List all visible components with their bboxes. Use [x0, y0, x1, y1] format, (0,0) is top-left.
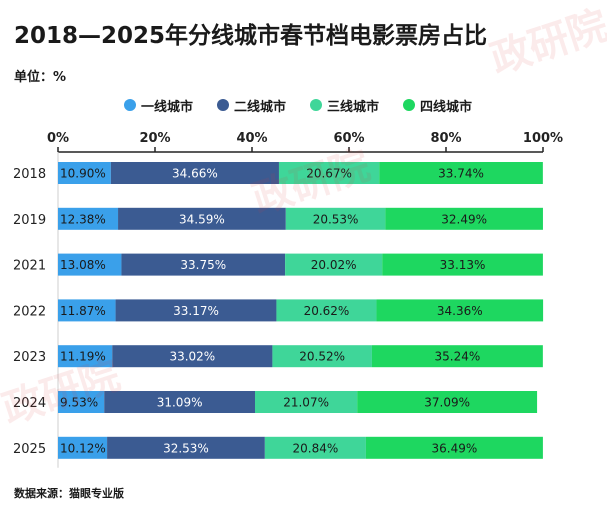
data-label: 32.53% — [163, 441, 209, 455]
legend-swatch-tier2 — [217, 99, 230, 111]
chart-title: 2018—2025年分线城市春节档电影票房占比 — [14, 23, 488, 49]
data-label: 32.49% — [441, 212, 487, 226]
data-label: 11.87% — [60, 304, 106, 318]
bar-segment — [379, 162, 543, 184]
data-label: 34.59% — [179, 212, 225, 226]
data-label: 21.07% — [283, 396, 329, 410]
bar-segment — [376, 299, 544, 322]
bar-segment — [58, 253, 122, 276]
data-label: 34.66% — [172, 167, 218, 181]
data-label: 20.67% — [306, 167, 352, 181]
data-label: 33.75% — [180, 258, 226, 272]
data-label: 10.12% — [60, 441, 106, 455]
bar-segment — [58, 436, 108, 459]
bar-segment — [382, 253, 543, 276]
data-label: 12.38% — [60, 212, 106, 226]
data-label: 10.90% — [60, 167, 106, 181]
bar-segment — [115, 299, 277, 322]
bar-segment — [112, 345, 273, 368]
bar-segment — [276, 299, 377, 322]
x-tick-label: 0% — [47, 131, 69, 146]
bar-segment — [121, 253, 286, 276]
bar-segment — [104, 391, 256, 413]
data-label: 33.02% — [169, 350, 215, 364]
bar-segment — [285, 253, 383, 276]
legend-swatch-tier4 — [403, 99, 416, 111]
bar-segment — [110, 162, 279, 184]
data-label: 33.17% — [173, 304, 219, 318]
data-label: 33.13% — [440, 258, 486, 272]
legend-label-tier2: 二线城市 — [234, 99, 287, 115]
category-label: 2025 — [13, 442, 46, 457]
bar-segment — [285, 207, 386, 230]
data-label: 11.19% — [60, 350, 106, 364]
data-label: 35.24% — [435, 350, 481, 364]
data-label: 34.36% — [437, 304, 483, 318]
data-label: 36.49% — [432, 441, 478, 455]
category-label: 2023 — [13, 350, 46, 365]
data-label: 20.84% — [293, 441, 339, 455]
bar-segment — [385, 207, 543, 230]
category-label: 2024 — [13, 396, 46, 411]
legend-label-tier1: 一线城市 — [141, 99, 194, 115]
x-tick-label: 80% — [430, 131, 461, 146]
data-label: 20.62% — [304, 304, 350, 318]
bar-segment — [107, 436, 265, 459]
x-tick-label: 60% — [333, 131, 364, 146]
bar-segment — [58, 207, 119, 230]
category-label: 2019 — [13, 213, 46, 228]
data-label: 20.02% — [311, 258, 357, 272]
unit-label: 单位：% — [14, 70, 67, 85]
category-label: 2018 — [13, 167, 46, 182]
legend-item-tier3: 三线城市 — [310, 96, 379, 115]
data-label: 37.09% — [424, 396, 470, 410]
data-label: 13.08% — [60, 258, 106, 272]
bar-segment — [58, 345, 113, 368]
bar-segment — [58, 299, 116, 322]
data-source: 数据来源：猫眼专业版 — [14, 487, 124, 500]
bar-segment — [371, 345, 543, 368]
legend-swatch-tier1 — [124, 99, 136, 111]
bar-segment — [118, 207, 286, 230]
x-tick-label: 20% — [139, 131, 170, 146]
bar-segment — [255, 391, 358, 413]
legend-swatch-tier3 — [310, 99, 323, 111]
bar-segment — [278, 162, 380, 184]
data-label: 31.09% — [157, 396, 203, 410]
category-label: 2022 — [13, 304, 46, 319]
legend-label-tier3: 三线城市 — [327, 99, 380, 115]
data-label: 20.52% — [299, 350, 345, 364]
legend: 一线城市 二线城市 三线城市 四线城市 — [124, 96, 496, 115]
x-tick-label: 100% — [523, 131, 563, 146]
bar-segment — [365, 436, 543, 459]
legend-item-tier4: 四线城市 — [403, 96, 472, 115]
legend-item-tier2: 二线城市 — [217, 96, 286, 115]
bar-segment — [58, 391, 105, 413]
data-label: 9.53% — [60, 396, 98, 410]
bar-segment — [272, 345, 372, 368]
category-label: 2021 — [13, 259, 46, 274]
bar-segment — [264, 436, 366, 459]
legend-item-tier1: 一线城市 — [124, 96, 193, 115]
legend-label-tier4: 四线城市 — [420, 99, 473, 115]
data-label: 33.74% — [438, 167, 484, 181]
bar-segment — [357, 391, 538, 413]
data-label: 20.53% — [313, 212, 359, 226]
bar-segment — [58, 162, 111, 184]
x-tick-label: 40% — [236, 131, 267, 146]
